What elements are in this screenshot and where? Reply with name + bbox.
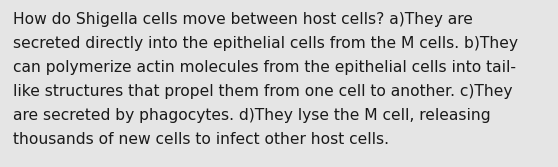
Text: How do Shigella cells move between host cells? a)They are: How do Shigella cells move between host …: [13, 12, 473, 27]
Text: thousands of new cells to infect other host cells.: thousands of new cells to infect other h…: [13, 132, 389, 147]
Text: are secreted by phagocytes. d)They lyse the M cell, releasing: are secreted by phagocytes. d)They lyse …: [13, 108, 490, 123]
Text: secreted directly into the epithelial cells from the M cells. b)They: secreted directly into the epithelial ce…: [13, 36, 518, 51]
Text: like structures that propel them from one cell to another. c)They: like structures that propel them from on…: [13, 84, 512, 99]
Text: can polymerize actin molecules from the epithelial cells into tail-: can polymerize actin molecules from the …: [13, 60, 516, 75]
